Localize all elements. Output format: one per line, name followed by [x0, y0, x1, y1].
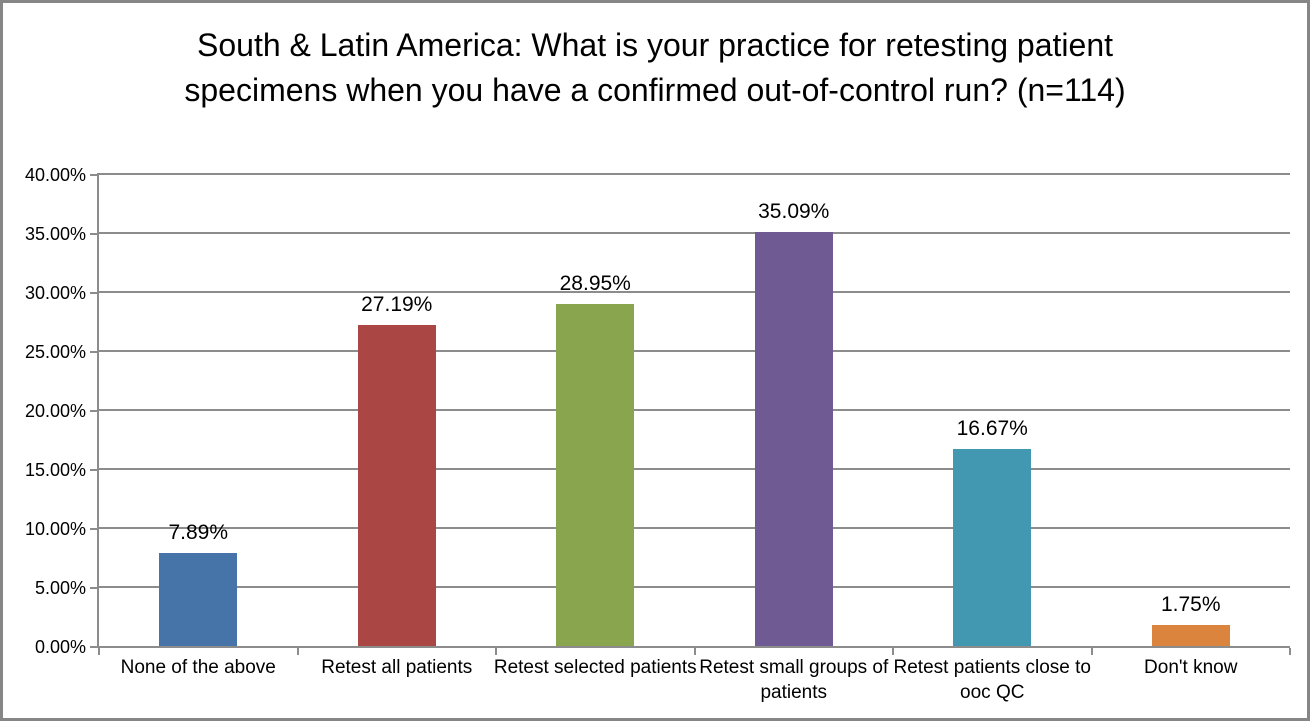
x-tick [495, 648, 497, 655]
x-tick [693, 648, 696, 655]
y-gridline [99, 468, 1290, 470]
y-tick [90, 410, 97, 412]
bar-value-label: 16.67% [956, 417, 1028, 441]
y-tick-label: 30.00% [24, 283, 86, 303]
chart-bar [357, 325, 436, 646]
y-tick-label: 15.00% [24, 460, 86, 480]
chart-title: South & Latin America: What is your prac… [184, 27, 1126, 108]
y-tick [90, 292, 97, 294]
y-tick-label: 20.00% [24, 401, 86, 421]
category-label: Retest small groups of patients [699, 657, 889, 703]
y-tick-label: 40.00% [24, 165, 86, 185]
x-tick [1289, 648, 1291, 655]
y-tick [90, 528, 97, 530]
chart-bar [159, 552, 238, 646]
y-tick [90, 469, 97, 471]
bar-value-label: 7.89% [168, 520, 229, 544]
y-gridline [99, 232, 1290, 234]
y-gridline [99, 586, 1290, 588]
bar-value-label: 35.09% [758, 199, 830, 223]
y-gridline [99, 409, 1290, 411]
y-gridline [99, 527, 1290, 529]
bar-value-label: 28.95% [559, 272, 631, 296]
y-gridline [99, 291, 1290, 293]
y-tick [90, 587, 97, 589]
y-tick [90, 174, 97, 176]
y-tick [90, 351, 97, 353]
y-tick [90, 646, 97, 648]
y-axis-line [97, 173, 99, 648]
y-gridline [99, 350, 1290, 352]
y-tick [90, 233, 97, 235]
y-tick-label: 35.00% [24, 224, 86, 244]
bar-value-label: 27.19% [361, 293, 433, 317]
y-tick-label: 0.00% [34, 637, 86, 657]
category-label: None of the above [120, 657, 276, 678]
category-label: Retest patients close to ooc QC [893, 657, 1092, 703]
bar-value-label: 1.75% [1160, 593, 1221, 617]
x-tick [98, 648, 100, 655]
category-label: Don't know [1144, 657, 1238, 678]
chart-bar [556, 304, 635, 646]
y-tick-label: 10.00% [24, 519, 86, 539]
y-tick-label: 5.00% [34, 578, 86, 598]
chart-bar [953, 449, 1032, 646]
chart-bar [1151, 625, 1230, 646]
category-label: Retest all patients [321, 657, 473, 678]
x-axis-line [97, 646, 1290, 648]
x-tick [1090, 648, 1093, 655]
x-tick [296, 648, 299, 655]
chart-bar [754, 231, 833, 646]
y-tick-label: 25.00% [24, 342, 86, 362]
category-label: Retest selected patients [493, 657, 697, 678]
y-gridline [99, 173, 1290, 175]
x-tick [892, 648, 894, 655]
